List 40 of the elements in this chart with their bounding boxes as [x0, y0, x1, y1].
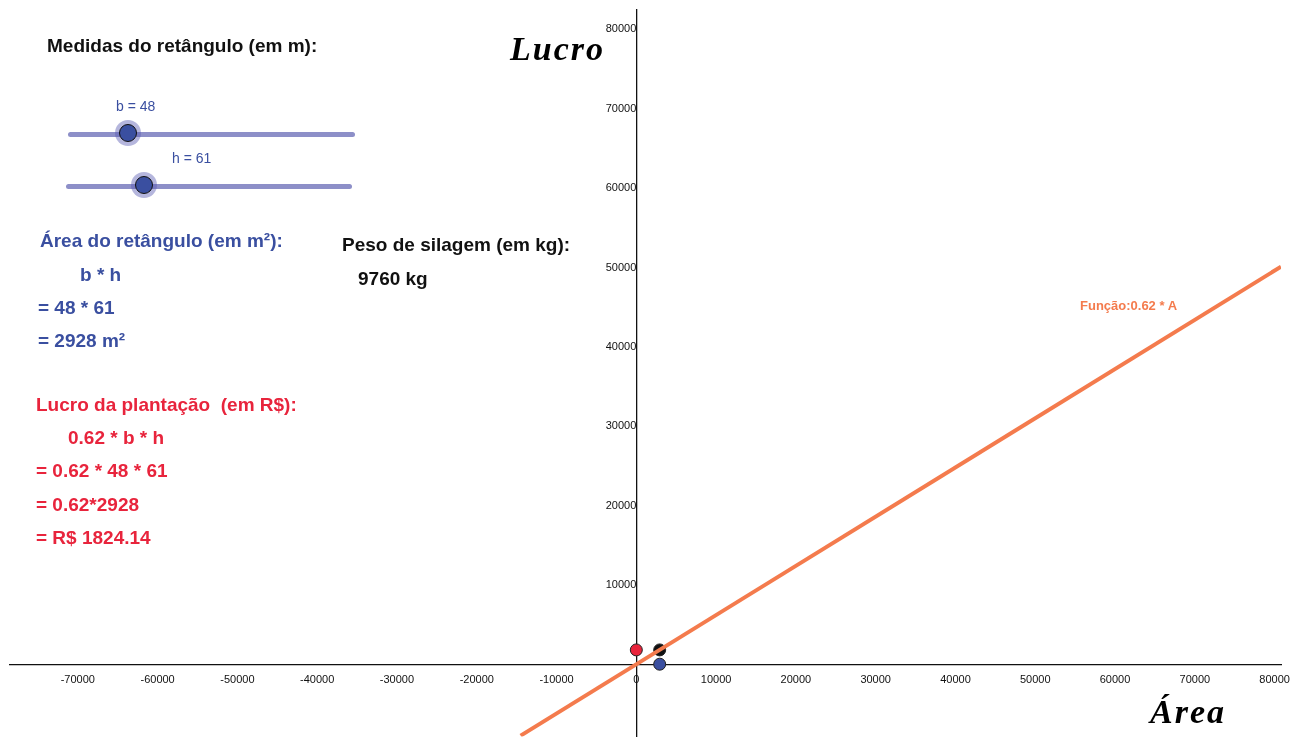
x-tick-label: -40000 [300, 672, 335, 685]
annotation: h = 61 [172, 150, 212, 166]
x-tick-label: 30000 [860, 672, 891, 685]
y-axis-title: Lucro [510, 30, 605, 68]
x-tick-label: 60000 [1099, 672, 1131, 685]
y-tick-label: 70000 [605, 101, 637, 114]
x-tick-label: -70000 [60, 672, 95, 685]
x-tick-label: -20000 [459, 672, 494, 685]
y-tick-label: 60000 [605, 181, 637, 194]
y-tick-label: 40000 [605, 339, 637, 352]
x-tick-label: 20000 [780, 672, 812, 685]
annotation: = 0.62 * 48 * 61 [36, 460, 168, 482]
y-tick-label: 80000 [605, 22, 637, 35]
y-tick-label: 50000 [605, 260, 637, 273]
y-tick-label: 10000 [605, 577, 637, 590]
x-tick-label: 80000 [1259, 672, 1290, 685]
annotation: = 2928 m² [38, 330, 126, 352]
x-tick-label: 10000 [700, 672, 732, 685]
x-tick-label: 40000 [940, 672, 971, 685]
annotation: Área do retângulo (em m²): [40, 230, 283, 252]
annotation: Medidas do retângulo (em m): [47, 35, 318, 57]
x-tick-label: 50000 [1019, 672, 1051, 685]
x-tick-label: -50000 [220, 672, 255, 685]
annotation: = 48 * 61 [38, 297, 115, 319]
x-tick-label: -10000 [539, 672, 574, 685]
annotation: = R$ 1824.14 [36, 527, 151, 549]
annotation: = 0.62*2928 [36, 494, 140, 516]
x-axis-title: Área [1150, 693, 1226, 731]
annotation: Peso de silagem (em kg): [342, 234, 571, 256]
x-tick-label: 70000 [1179, 672, 1211, 685]
y-tick-label: 30000 [605, 419, 637, 432]
x-tick-label: -30000 [379, 672, 415, 685]
x-tick-label: -60000 [140, 672, 175, 685]
annotation: 0.62 * b * h [68, 427, 165, 449]
y-tick-label: 20000 [605, 498, 637, 511]
annotation: 9760 kg [358, 268, 428, 290]
annotation: Função:0.62 * A [1080, 298, 1178, 313]
annotation: b = 48 [116, 98, 156, 114]
annotation: Lucro da plantação (em R$): [36, 394, 297, 416]
annotation: b * h [80, 264, 122, 286]
